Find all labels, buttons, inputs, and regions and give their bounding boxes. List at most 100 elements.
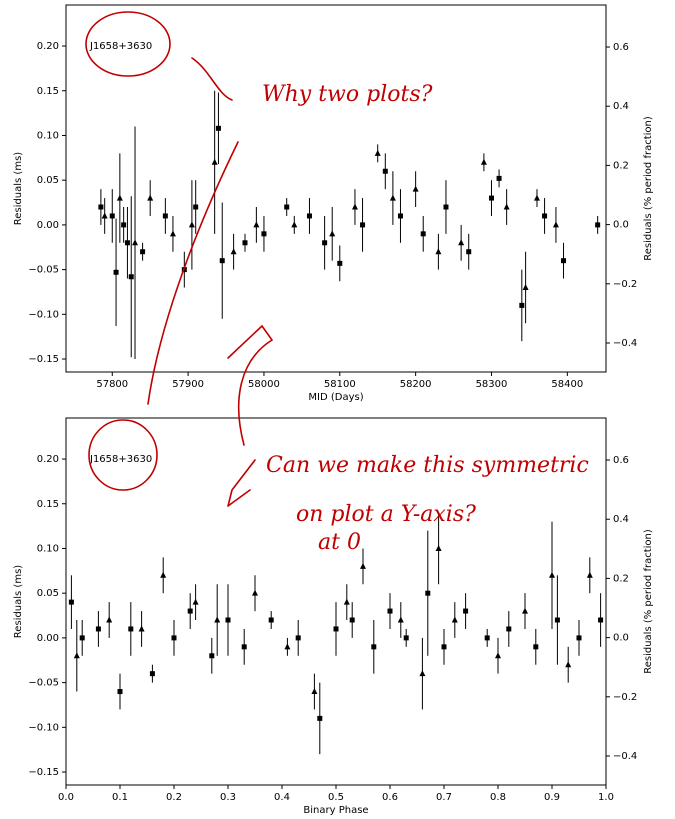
y-tick-label: 0.00: [37, 633, 59, 644]
data-point: [496, 175, 502, 181]
y2-tick-label: 0.0: [613, 220, 629, 231]
data-point: [458, 239, 465, 246]
x-tick-label: 0.0: [58, 792, 74, 803]
data-point: [132, 239, 139, 246]
data-point: [214, 616, 221, 623]
charts: 57800 57900 58000 58100 58200 58300 58400 0.20 0…: [13, 4, 654, 816]
data-point: [552, 221, 559, 228]
y-tick-label: −0.05: [28, 265, 59, 276]
x-tick-label: 57900: [172, 379, 204, 390]
arrow-stroke: [147, 141, 239, 405]
data-point: [117, 689, 123, 695]
data-point: [268, 617, 274, 623]
y-tick-label: 0.05: [37, 175, 59, 186]
y-tick-label: −0.15: [28, 767, 59, 778]
data-point: [109, 213, 115, 219]
x-tick-label: 0.9: [544, 792, 560, 803]
y2-tick-label: 0.4: [613, 514, 629, 525]
data-point: [261, 231, 267, 237]
data-point: [306, 213, 312, 219]
data-point: [484, 635, 490, 641]
data-point: [209, 653, 215, 659]
y-tick-label: 0.10: [37, 130, 59, 141]
data-point: [463, 608, 469, 614]
data-point: [419, 670, 426, 677]
data-point: [171, 635, 177, 641]
data-point: [322, 240, 328, 246]
data-point: [291, 221, 298, 228]
y-tick-label: −0.15: [28, 354, 59, 365]
data-point: [79, 635, 85, 641]
x-tick-label: 58400: [551, 379, 583, 390]
y-tick-label: 0.05: [37, 588, 59, 599]
x-tick-label: 1.0: [598, 792, 614, 803]
data-point: [403, 635, 409, 641]
x-tick-label: 58300: [476, 379, 508, 390]
y2-tick-label: 0.0: [613, 633, 629, 644]
data-point: [371, 644, 377, 650]
data-point: [128, 626, 134, 632]
data-point: [519, 302, 525, 308]
data-point: [488, 195, 494, 201]
data-point: [387, 608, 393, 614]
data-point: [140, 249, 146, 255]
data-point: [160, 571, 167, 578]
data-point: [420, 231, 426, 237]
data-point: [95, 626, 101, 632]
circle-mark: [85, 11, 171, 77]
data-point: [241, 644, 247, 650]
data-point: [333, 626, 339, 632]
data-point: [598, 617, 604, 623]
y2-tick-label: −0.2: [613, 692, 637, 703]
y-tick-label: −0.10: [28, 309, 59, 320]
data-point: [121, 222, 127, 228]
data-point: [522, 283, 529, 290]
data-point: [561, 258, 567, 264]
arrow-stroke: [191, 57, 233, 101]
y2-tick-label: 0.6: [613, 455, 629, 466]
data-point: [554, 617, 560, 623]
data-point: [192, 598, 199, 605]
plot-label: J1658+3630: [89, 454, 152, 465]
y-tick-label: −0.10: [28, 722, 59, 733]
y2-axis-label: Residuals (% period fraction): [643, 529, 654, 674]
data-point: [506, 626, 512, 632]
x-tick-label: 0.2: [166, 792, 182, 803]
handwritten-note: Can we make this symmetric: [266, 453, 589, 478]
data-point: [586, 571, 593, 578]
data-point: [211, 158, 218, 165]
data-point: [284, 643, 291, 650]
data-point: [230, 248, 237, 255]
plot-frame: [65, 417, 607, 786]
handwritten-note: at 0: [318, 530, 361, 555]
data-point: [374, 149, 381, 156]
x-tick-label: 0.5: [328, 792, 344, 803]
data-point: [73, 652, 80, 659]
x-tick-label: 0.1: [112, 792, 128, 803]
data-point: [542, 213, 548, 219]
data-point: [533, 194, 540, 201]
data-point: [188, 221, 195, 228]
data-point: [441, 644, 447, 650]
data-point: [106, 616, 113, 623]
data-point: [113, 269, 119, 275]
data-point: [149, 671, 155, 677]
data-point: [503, 203, 510, 210]
x-tick-label: 0.7: [436, 792, 452, 803]
data-point: [98, 204, 104, 210]
x-axis-label: MID (Days): [308, 392, 363, 403]
x-tick-label: 0.8: [490, 792, 506, 803]
data-point: [253, 221, 260, 228]
data-point: [219, 258, 225, 264]
y-tick-label: 0.15: [37, 499, 59, 510]
data-point: [329, 230, 336, 237]
y2-axis-label: Residuals (% period fraction): [643, 116, 654, 261]
data-point: [68, 599, 74, 605]
data-point: [397, 213, 403, 219]
x-tick-label: 58100: [324, 379, 356, 390]
data-point: [435, 544, 442, 551]
y2-tick-label: −0.4: [613, 751, 637, 762]
data-point: [360, 222, 366, 228]
arrow-stroke: [227, 459, 256, 507]
data-point: [360, 562, 366, 569]
